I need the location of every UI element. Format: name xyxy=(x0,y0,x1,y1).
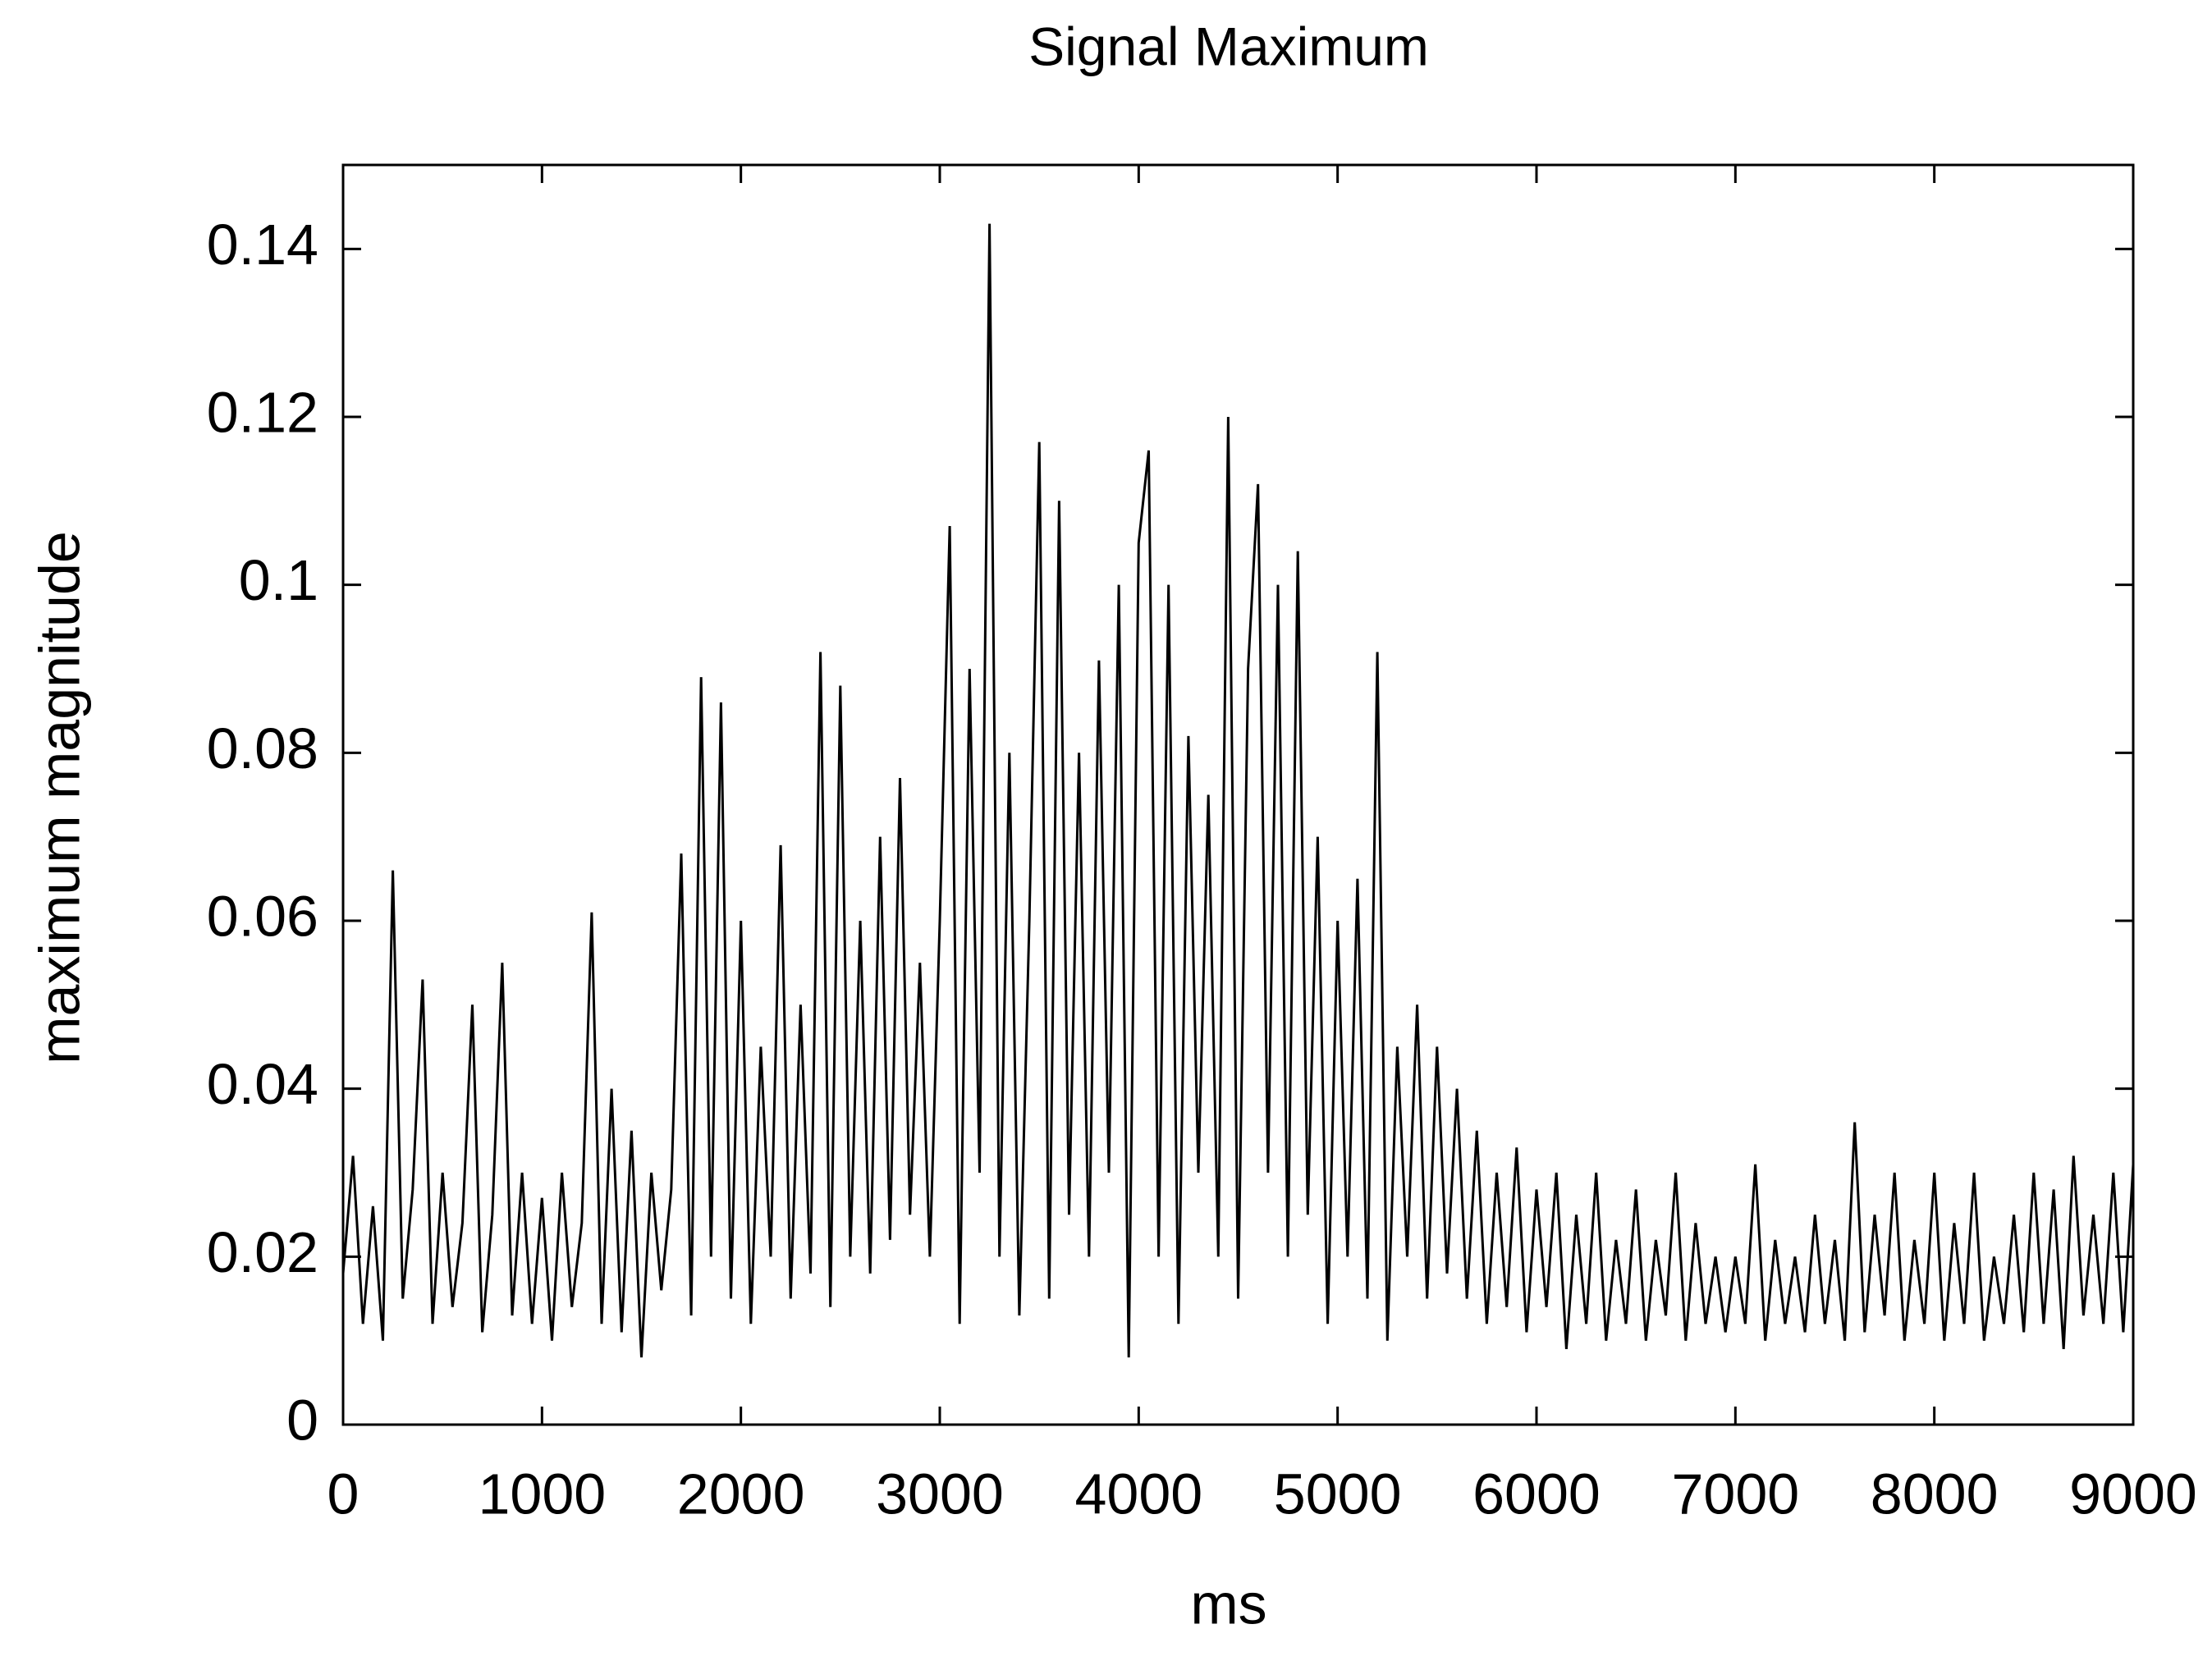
y-tick-label: 0.04 xyxy=(207,1052,318,1116)
x-tick-label: 7000 xyxy=(1671,1462,1799,1526)
plot-frame xyxy=(341,163,2135,1426)
y-axis-label: maximum magnitude xyxy=(27,531,91,1064)
x-tick-label: 9000 xyxy=(2069,1462,2197,1526)
y-tick-label: 0.02 xyxy=(207,1220,318,1284)
y-tick-label: 0.12 xyxy=(207,380,318,444)
y-tick-label: 0.08 xyxy=(207,716,318,780)
x-tick-label: 2000 xyxy=(677,1462,805,1526)
signal-line xyxy=(341,223,2135,1358)
x-tick-label: 1000 xyxy=(478,1462,606,1526)
x-tick-label: 8000 xyxy=(1871,1462,1999,1526)
x-tick-label: 6000 xyxy=(1472,1462,1601,1526)
chart-title: Signal Maximum xyxy=(1028,16,1429,76)
y-tick-label: 0.06 xyxy=(207,884,318,948)
x-tick-label: 0 xyxy=(327,1462,360,1526)
y-tick-label: 0.1 xyxy=(239,548,318,612)
x-axis-label: ms xyxy=(1190,1572,1266,1636)
y-tick-label: 0.14 xyxy=(207,213,318,277)
x-tick-label: 3000 xyxy=(876,1462,1004,1526)
x-tick-label: 4000 xyxy=(1074,1462,1202,1526)
y-tick-label: 0 xyxy=(286,1388,318,1452)
x-tick-label: 5000 xyxy=(1274,1462,1402,1526)
